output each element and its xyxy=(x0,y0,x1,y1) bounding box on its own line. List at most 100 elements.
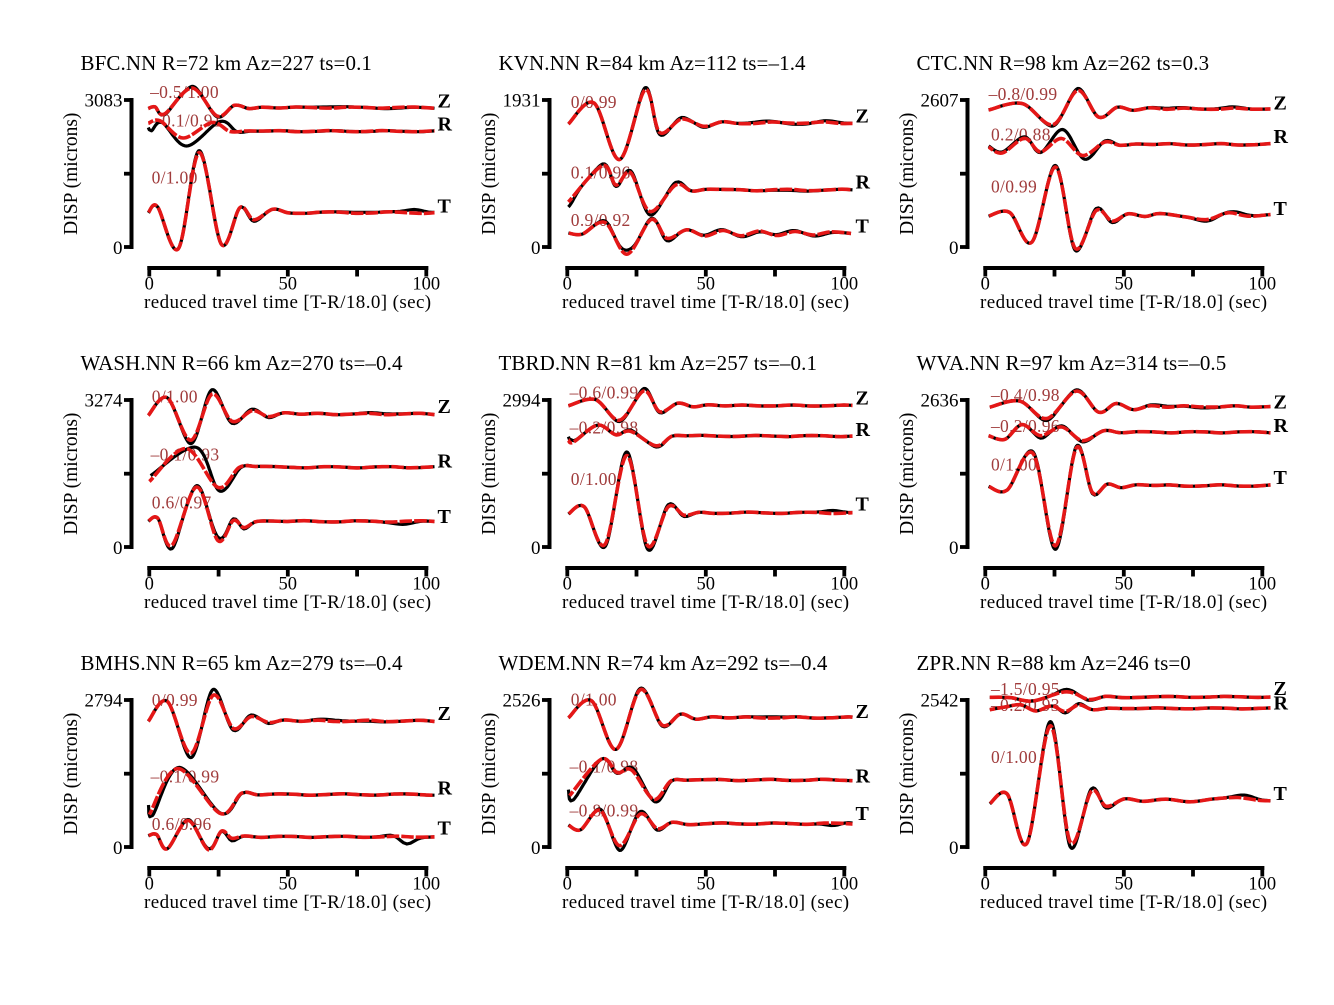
svg-text:0: 0 xyxy=(949,538,959,559)
svg-text:50: 50 xyxy=(279,575,298,595)
svg-text:Z: Z xyxy=(856,387,869,409)
svg-text:0: 0 xyxy=(981,875,990,895)
svg-text:2636: 2636 xyxy=(921,391,959,412)
svg-text:0.2/0.88: 0.2/0.88 xyxy=(991,125,1051,145)
svg-text:2994: 2994 xyxy=(503,391,542,412)
svg-text:Z: Z xyxy=(438,396,451,418)
svg-text:DISP (microns): DISP (microns) xyxy=(479,413,500,535)
svg-text:R: R xyxy=(438,450,453,472)
svg-text:Z: Z xyxy=(856,701,869,723)
svg-text:50: 50 xyxy=(279,275,298,295)
svg-text:WVA.NN R=97 km Az=314 ts=–0.5: WVA.NN R=97 km Az=314 ts=–0.5 xyxy=(917,351,1227,375)
svg-text:T: T xyxy=(1274,783,1288,805)
svg-text:50: 50 xyxy=(697,575,716,595)
svg-text:0: 0 xyxy=(563,875,572,895)
svg-text:T: T xyxy=(856,803,870,825)
svg-text:R: R xyxy=(1274,126,1289,148)
svg-text:KVN.NN R=84 km Az=112 ts=–1.4: KVN.NN R=84 km Az=112 ts=–1.4 xyxy=(499,51,807,75)
svg-text:Z: Z xyxy=(1274,93,1287,115)
svg-text:reduced travel time [T-R/18.0]: reduced travel time [T-R/18.0] (sec) xyxy=(144,592,432,613)
svg-text:BMHS.NN R=65 km Az=279 ts=–0.4: BMHS.NN R=65 km Az=279 ts=–0.4 xyxy=(81,651,403,675)
svg-text:0/1.00: 0/1.00 xyxy=(571,469,617,489)
svg-text:DISP (microns): DISP (microns) xyxy=(479,713,500,835)
svg-text:T: T xyxy=(438,818,452,840)
svg-text:0/1.00: 0/1.00 xyxy=(991,747,1037,767)
svg-text:T: T xyxy=(1274,198,1288,220)
svg-text:TBRD.NN R=81 km Az=257 ts=–0.1: TBRD.NN R=81 km Az=257 ts=–0.1 xyxy=(499,351,818,375)
svg-text:ZPR.NN R=88 km Az=246 ts=0: ZPR.NN R=88 km Az=246 ts=0 xyxy=(917,651,1191,675)
svg-text:3083: 3083 xyxy=(85,91,123,112)
svg-text:0: 0 xyxy=(145,575,154,595)
svg-text:T: T xyxy=(856,215,870,237)
svg-text:reduced travel time [T-R/18.0]: reduced travel time [T-R/18.0] (sec) xyxy=(562,892,850,913)
svg-text:BFC.NN R=72 km Az=227 ts=0.1: BFC.NN R=72 km Az=227 ts=0.1 xyxy=(81,51,373,75)
svg-text:R: R xyxy=(856,171,871,193)
svg-text:2607: 2607 xyxy=(921,91,959,112)
svg-text:DISP (microns): DISP (microns) xyxy=(897,113,918,235)
svg-text:R: R xyxy=(438,114,453,136)
svg-text:0: 0 xyxy=(563,575,572,595)
svg-text:0.1/0.96: 0.1/0.96 xyxy=(571,163,631,183)
svg-text:reduced travel time [T-R/18.0]: reduced travel time [T-R/18.0] (sec) xyxy=(144,292,432,313)
svg-text:reduced travel time [T-R/18.0]: reduced travel time [T-R/18.0] (sec) xyxy=(980,592,1268,613)
svg-text:WDEM.NN R=74 km Az=292 ts=–0.4: WDEM.NN R=74 km Az=292 ts=–0.4 xyxy=(499,651,828,675)
svg-text:–0.8/0.99: –0.8/0.99 xyxy=(988,84,1058,104)
svg-text:T: T xyxy=(1274,467,1288,489)
svg-text:100: 100 xyxy=(412,875,440,895)
svg-text:reduced travel time [T-R/18.0]: reduced travel time [T-R/18.0] (sec) xyxy=(144,892,432,913)
svg-text:100: 100 xyxy=(1248,875,1276,895)
svg-text:0: 0 xyxy=(949,838,959,859)
svg-text:2542: 2542 xyxy=(921,691,959,712)
svg-text:50: 50 xyxy=(1115,875,1134,895)
svg-text:100: 100 xyxy=(1248,275,1276,295)
svg-text:DISP (microns): DISP (microns) xyxy=(61,413,82,535)
svg-text:R: R xyxy=(1274,415,1289,437)
svg-text:0: 0 xyxy=(981,275,990,295)
svg-text:50: 50 xyxy=(1115,275,1134,295)
svg-text:R: R xyxy=(1274,693,1289,715)
svg-text:Z: Z xyxy=(438,90,451,112)
svg-text:0/0.99: 0/0.99 xyxy=(991,177,1037,197)
svg-text:100: 100 xyxy=(412,575,440,595)
svg-text:DISP (microns): DISP (microns) xyxy=(897,713,918,835)
svg-text:0: 0 xyxy=(949,238,959,259)
svg-text:0: 0 xyxy=(145,275,154,295)
svg-text:50: 50 xyxy=(697,875,716,895)
svg-text:reduced travel time [T-R/18.0]: reduced travel time [T-R/18.0] (sec) xyxy=(980,292,1268,313)
svg-text:2526: 2526 xyxy=(503,691,541,712)
svg-text:T: T xyxy=(438,506,452,528)
svg-text:WASH.NN R=66 km Az=270 ts=–0.4: WASH.NN R=66 km Az=270 ts=–0.4 xyxy=(81,351,403,375)
svg-text:0/1.00: 0/1.00 xyxy=(991,454,1037,474)
svg-text:100: 100 xyxy=(412,275,440,295)
svg-text:100: 100 xyxy=(830,275,858,295)
svg-text:DISP (microns): DISP (microns) xyxy=(61,713,82,835)
svg-text:CTC.NN R=98 km Az=262 ts=0.3: CTC.NN R=98 km Az=262 ts=0.3 xyxy=(917,51,1210,75)
svg-text:0: 0 xyxy=(563,275,572,295)
svg-text:Z: Z xyxy=(856,106,869,128)
svg-text:DISP (microns): DISP (microns) xyxy=(897,413,918,535)
svg-text:0: 0 xyxy=(531,838,541,859)
svg-text:Z: Z xyxy=(1274,678,1287,700)
svg-text:0: 0 xyxy=(981,575,990,595)
svg-text:R: R xyxy=(856,765,871,787)
svg-text:–0.6/0.99: –0.6/0.99 xyxy=(569,382,639,402)
svg-text:T: T xyxy=(438,195,452,217)
svg-text:0/1.00: 0/1.00 xyxy=(152,386,198,406)
svg-text:DISP (microns): DISP (microns) xyxy=(61,113,82,235)
svg-text:0: 0 xyxy=(113,238,123,259)
svg-text:R: R xyxy=(438,778,453,800)
svg-text:2794: 2794 xyxy=(85,691,124,712)
svg-text:0.6/0.97: 0.6/0.97 xyxy=(152,493,212,513)
svg-text:reduced travel time [T-R/18.0]: reduced travel time [T-R/18.0] (sec) xyxy=(562,592,850,613)
svg-text:100: 100 xyxy=(830,575,858,595)
svg-text:R: R xyxy=(856,419,871,441)
svg-text:–1.5/0.95: –1.5/0.95 xyxy=(990,679,1060,699)
svg-text:0/1.00: 0/1.00 xyxy=(152,168,198,188)
svg-text:50: 50 xyxy=(697,275,716,295)
svg-text:0/0.99: 0/0.99 xyxy=(152,690,198,710)
svg-text:3274: 3274 xyxy=(85,391,124,412)
svg-text:Z: Z xyxy=(1274,392,1287,414)
svg-text:0: 0 xyxy=(531,238,541,259)
svg-text:0: 0 xyxy=(113,838,123,859)
svg-text:0: 0 xyxy=(531,538,541,559)
